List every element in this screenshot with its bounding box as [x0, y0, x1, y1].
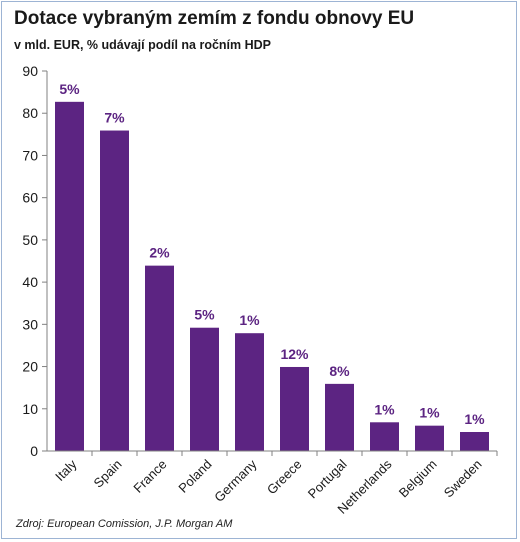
x-tick-label: Sweden: [441, 457, 485, 501]
data-label: 5%: [59, 81, 80, 97]
x-tick-label: Spain: [91, 457, 125, 491]
bar: [235, 333, 264, 451]
y-tick-label: 40: [22, 274, 38, 290]
data-label: 1%: [239, 312, 260, 328]
bar: [145, 265, 174, 451]
chart-subtitle: v mld. EUR, % udávají podíl na ročním HD…: [14, 38, 271, 52]
y-tick-label: 20: [22, 359, 38, 375]
x-tick-label: Belgium: [396, 457, 440, 501]
y-tick-label: 80: [22, 105, 38, 121]
bar: [370, 422, 399, 451]
data-label: 1%: [374, 401, 395, 417]
data-label: 1%: [464, 411, 485, 427]
data-label: 7%: [104, 110, 125, 126]
bar: [190, 327, 219, 451]
data-label: 1%: [419, 405, 440, 421]
bar: [55, 101, 84, 452]
bars: [55, 101, 489, 452]
y-tick-label: 10: [22, 401, 38, 417]
x-tick-label: Poland: [175, 457, 214, 496]
bar: [100, 130, 129, 452]
x-tick-label: Greece: [264, 457, 305, 498]
y-tick-label: 50: [22, 232, 38, 248]
x-tick-label: France: [130, 457, 169, 496]
bar: [415, 425, 444, 451]
data-labels: 5% 7% 2% 5% 1% 12% 8% 1% 1% 1%: [59, 81, 485, 427]
data-label: 5%: [194, 307, 215, 323]
bar: [280, 366, 309, 451]
x-tick-label: Portugal: [305, 456, 350, 501]
y-tick-label: 90: [22, 63, 38, 79]
data-label: 8%: [329, 363, 350, 379]
y-tick-label: 30: [22, 316, 38, 332]
y-tick-label: 60: [22, 190, 38, 206]
y-tick-label: 0: [30, 443, 38, 459]
x-tick-label: Italy: [52, 456, 80, 484]
bar: [325, 383, 354, 451]
data-label: 2%: [149, 245, 170, 261]
bar: [460, 432, 489, 451]
source-note: Zdroj: European Comission, J.P. Morgan A…: [16, 518, 233, 530]
data-label: 12%: [280, 346, 309, 362]
y-axis: 0 10 20 30 40 50 60 70 80 90: [22, 63, 48, 459]
y-tick-label: 70: [22, 147, 38, 163]
x-tick-label: Germany: [211, 456, 260, 505]
chart-title: Dotace vybraným zemím z fondu obnovy EU: [14, 8, 415, 29]
